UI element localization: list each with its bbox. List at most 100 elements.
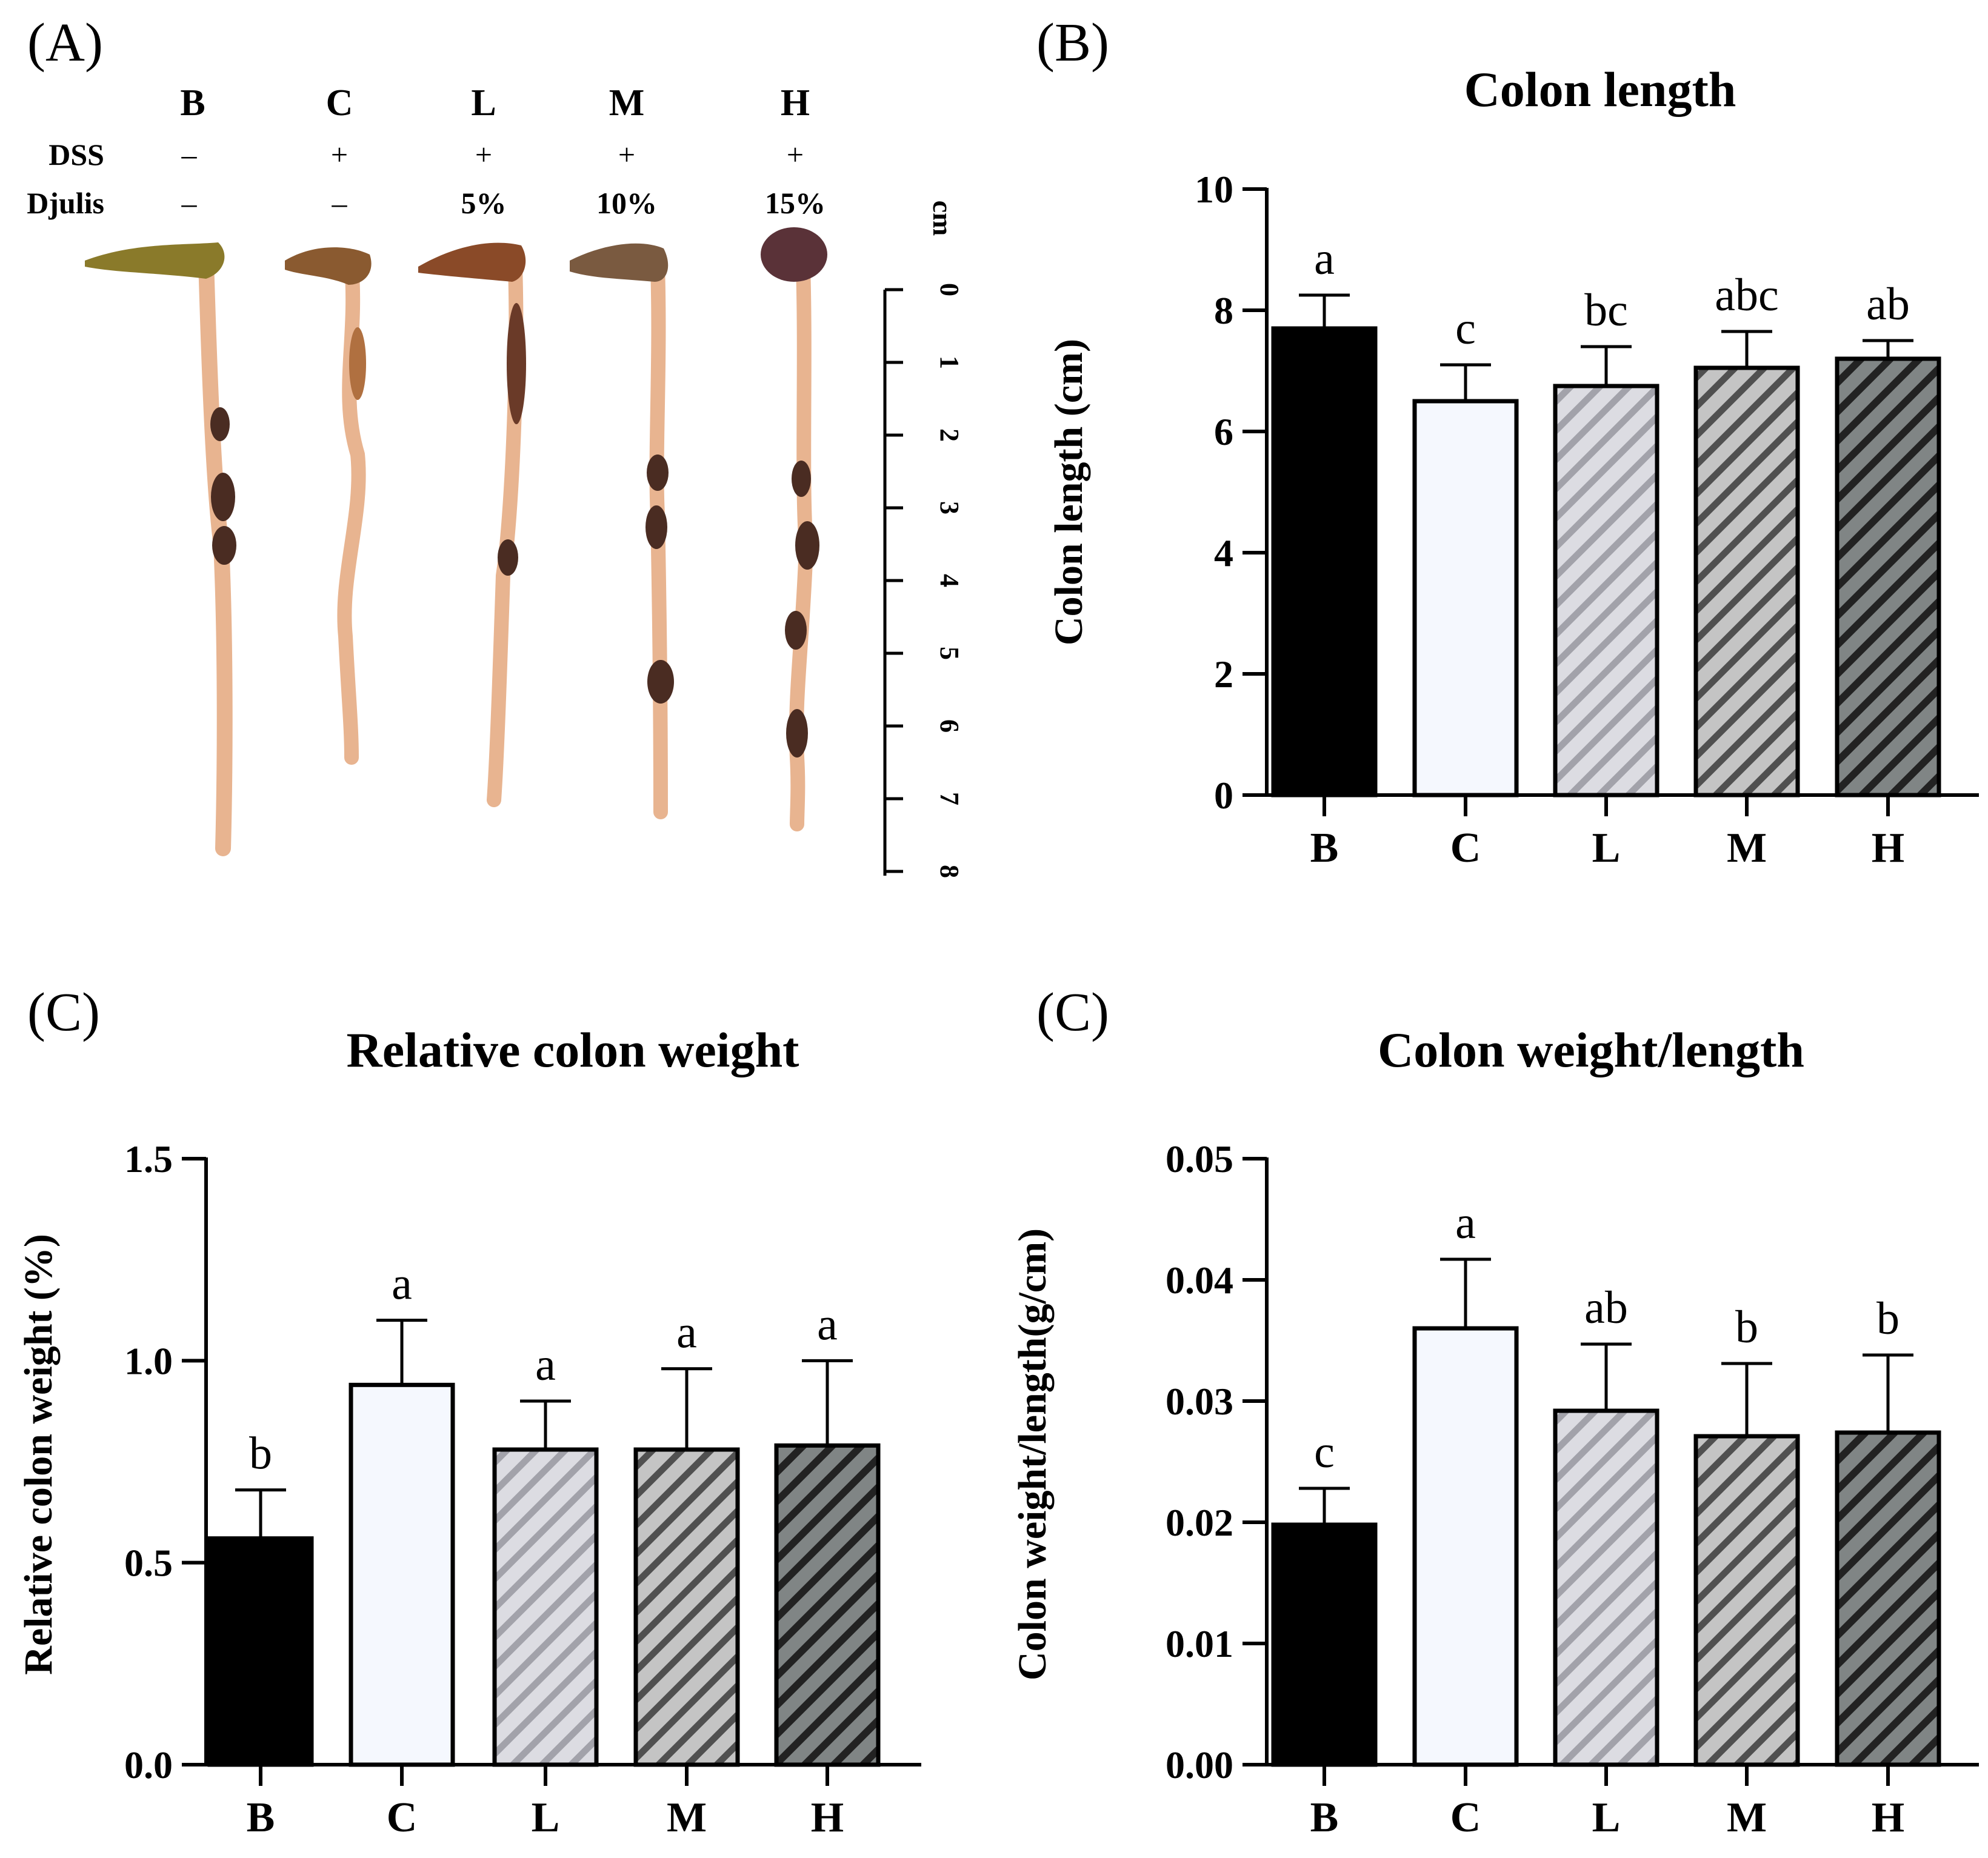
y-tick-label: 0.05 [1166,1137,1233,1180]
significance-label: c [1455,303,1476,354]
significance-label: b [1735,1302,1758,1353]
colon-h-tube [789,259,814,831]
colon-m-pellet-1 [647,455,669,491]
y-tick-label: 0.00 [1166,1743,1233,1786]
significance-label: a [1314,233,1335,284]
chart-title: Relative colon weight [347,1022,799,1077]
colon-m-pellet-3 [647,660,674,704]
y-tick-label: 1.0 [124,1339,173,1382]
ruler-tick-label: 7 [935,792,964,805]
dss-value-b: – [181,138,198,171]
colon-h-cap [761,227,827,282]
panel-b-label: (B) [1036,13,1109,73]
djulis-value-m: 10% [596,186,657,220]
bar-b [1271,326,1378,797]
djulis-value-l: 5% [461,186,507,220]
x-tick-label: B [247,1794,275,1841]
colon-b-cap [85,242,225,279]
ruler-ticks: 0 1 2 3 4 5 6 7 8 [885,283,964,878]
colon-l-segment [507,303,526,424]
bar-b [207,1536,314,1767]
significance-label: a [535,1339,556,1390]
panel-a-label: (A) [27,13,103,73]
colon-specimen-c [285,247,372,765]
dss-value-c: + [331,138,348,171]
x-tick-label: L [1592,825,1621,871]
significance-label: b [1876,1293,1900,1344]
y-tick-label: 0.02 [1166,1501,1233,1544]
panel-a: (A) B C L M H DSS – + + + + Djulis – – 5… [27,13,964,878]
y-axis-label: Relative colon weight (%) [16,1234,61,1675]
chart-title: Colon length [1464,62,1736,117]
colon-specimen-b [85,242,236,856]
x-tick-label: H [1872,1794,1904,1841]
significance-label: c [1314,1427,1335,1477]
y-tick-label: 6 [1214,410,1233,453]
significance-label: a [676,1307,697,1358]
ruler-tick-label: 6 [935,719,964,733]
significance-label: a [1455,1197,1476,1248]
x-tick-label: M [1727,825,1767,871]
colon-l-pellet [498,539,518,576]
chart-title: Colon weight/length [1378,1022,1804,1077]
y-tick-label: 0.03 [1166,1380,1233,1423]
chart-relative-colon-weight: Relative colon weight Relative colon weig… [16,1022,921,1841]
bar-m [1693,1434,1800,1767]
group-label-h: H [781,82,810,124]
bar-h [774,1443,881,1767]
significance-label: ab [1866,279,1910,330]
y-tick-label: 0.01 [1166,1622,1233,1665]
colon-m-pellet-2 [645,505,667,549]
djulis-value-h: 15% [765,186,826,220]
y-tick-label: 0.5 [124,1542,173,1585]
colon-specimen-m [570,243,674,819]
dss-value-m: + [618,138,635,171]
x-tick-label: C [387,1794,418,1841]
group-label-c: C [326,82,353,124]
row-label-dss: DSS [48,138,104,171]
bar-l [492,1447,599,1767]
colon-c-segment [349,327,366,400]
y-tick-label: 8 [1214,289,1233,332]
y-axis-label: Colon length (cm) [1047,339,1091,645]
bar-c [1412,1326,1519,1767]
colon-h-pellet-3 [785,611,807,650]
significance-label: bc [1584,285,1628,336]
colon-b-pellet-1 [210,407,230,441]
colon-m-cap [570,243,669,282]
panel-c1-label: (C) [27,982,100,1042]
ruler-tick-label: 8 [935,865,964,878]
chart-colon-weight-length: Colon weight/length Colon weight/length(g… [1010,1022,1979,1841]
colon-h-pellet-1 [792,461,811,497]
ruler-tick-label: 1 [935,356,964,369]
colon-b-pellet-2 [211,473,235,521]
y-tick-label: 4 [1214,531,1233,574]
colon-l-cap [418,242,526,282]
dss-value-h: + [787,138,804,171]
significance-label: ab [1584,1282,1628,1333]
ruler-tick-label: 4 [935,574,964,587]
significance-label: a [392,1259,412,1310]
dss-value-l: + [475,138,492,171]
y-tick-label: 2 [1214,653,1233,696]
ruler-tick-label: 5 [935,647,964,660]
bar-l [1553,1408,1659,1767]
bar-m [633,1447,740,1767]
djulis-value-b: – [181,186,198,220]
ruler: cm 0 1 2 3 4 5 6 7 8 [883,201,964,878]
x-tick-label: H [811,1794,844,1841]
ruler-tick-label: 3 [935,501,964,514]
bar-l [1553,384,1659,797]
x-tick-label: C [1450,825,1481,871]
y-tick-label: 0.04 [1166,1259,1233,1302]
group-label-l: L [471,82,496,124]
bar-c [349,1382,455,1767]
colon-specimen-l [418,242,526,807]
x-tick-label: H [1872,825,1904,871]
ruler-unit: cm [927,201,958,236]
bar-c [1412,399,1519,797]
row-label-djulis: Djulis [27,186,104,220]
y-tick-label: 0.0 [124,1743,173,1786]
chart-colon-length: Colon length Colon length (cm) 0 2 4 6 8 10 Ba Cc… [1047,62,1979,871]
bar-h [1835,1430,1941,1767]
